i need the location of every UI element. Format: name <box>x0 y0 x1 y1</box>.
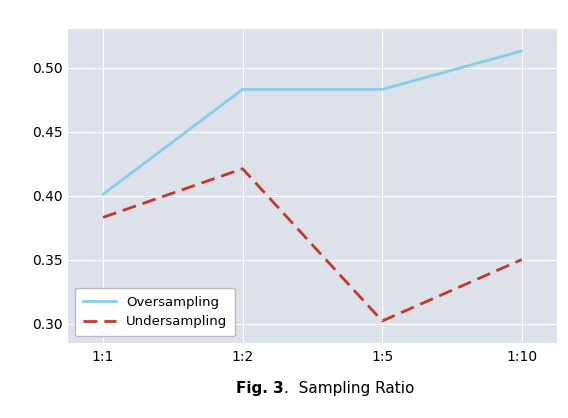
Oversampling <box>379 87 386 92</box>
Legend: Oversampling, Undersampling: Oversampling, Undersampling <box>75 288 235 336</box>
Oversampling <box>99 192 106 197</box>
Oversampling <box>519 48 525 54</box>
Line: Undersampling: Undersampling <box>103 169 522 321</box>
Oversampling <box>239 87 246 92</box>
Text: Fig. 3: Fig. 3 <box>236 381 284 396</box>
Undersampling <box>239 166 246 171</box>
Undersampling <box>379 319 386 324</box>
Undersampling <box>99 215 106 220</box>
Text: .  Sampling Ratio: . Sampling Ratio <box>284 381 415 396</box>
Undersampling <box>519 257 525 262</box>
Line: Oversampling: Oversampling <box>103 51 522 194</box>
